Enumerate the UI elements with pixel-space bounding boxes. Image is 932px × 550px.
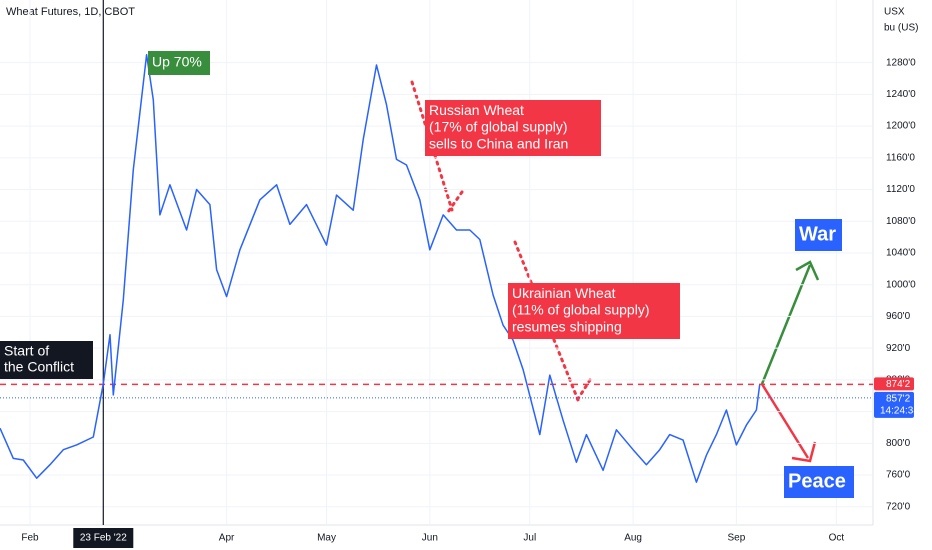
price-tag-label: 874'2 [886, 379, 911, 390]
x-tick-label: May [317, 533, 336, 544]
annotation-text: War [799, 223, 836, 245]
x-tick-label: Jul [523, 533, 536, 544]
annotation-box [784, 466, 854, 498]
y-tick-label: 1040'0 [886, 248, 916, 259]
annotation-box [0, 341, 93, 379]
annotation-text: Start of [4, 343, 49, 359]
event-date-label: 23 Feb '22 [80, 533, 127, 544]
dotted-line [574, 378, 592, 404]
y-tick-label: 720'0 [886, 501, 911, 512]
arrow-head [795, 260, 820, 281]
unit-label: USX [884, 7, 905, 18]
arrow-line [760, 383, 810, 459]
annotation-text: sells to China and Iran [429, 135, 568, 151]
annotation-box [508, 283, 680, 339]
y-tick-label: 960'0 [886, 311, 911, 322]
arrow-head [791, 441, 817, 463]
y-tick-label: 760'0 [886, 470, 911, 481]
y-tick-label: 1080'0 [886, 216, 916, 227]
price-tag [874, 391, 914, 418]
chart-title: Wheat Futures, 1D, CBOT [6, 6, 135, 18]
annotation-text: Ukrainian Wheat [512, 285, 616, 301]
annotation-box [425, 100, 601, 156]
x-tick-label: Aug [624, 533, 642, 544]
annotation-text: the Conflict [4, 359, 74, 375]
y-tick-label: 1240'0 [886, 89, 916, 100]
annotation-text: Russian Wheat [429, 102, 524, 118]
price-tag [874, 377, 914, 391]
x-tick-label: Feb [21, 533, 39, 544]
x-tick-label: Jun [422, 533, 438, 544]
annotation-box [795, 219, 842, 251]
unit-label: bu (US) [884, 23, 918, 34]
x-tick-label: Oct [829, 533, 845, 544]
price-line-series [0, 53, 761, 483]
y-tick-label: 1120'0 [886, 184, 915, 195]
y-tick-label: 1200'0 [886, 121, 916, 132]
annotation-text: Peace [788, 470, 846, 492]
y-tick-label: 800'0 [886, 438, 911, 449]
annotation-text: (11% of global supply) [512, 302, 649, 318]
peace-arrow [760, 383, 817, 463]
y-tick-label: 1280'0 [886, 57, 916, 68]
annotation-box [148, 51, 210, 75]
annotation-text: Up 70% [152, 54, 202, 70]
annotation-text: resumes shipping [512, 318, 622, 334]
price-tag-label: 857'2 [886, 394, 911, 405]
y-tick-label: 1000'0 [886, 279, 916, 290]
event-date-box [73, 528, 134, 548]
y-tick-label: 920'0 [886, 343, 911, 354]
y-tick-label: 1160'0 [886, 152, 915, 163]
dotted-line [410, 80, 454, 212]
annotation-text: (17% of global supply) [429, 119, 568, 135]
x-tick-label: Apr [219, 533, 235, 544]
countdown-label: 14:24:38 [880, 406, 919, 417]
x-tick-label: Sep [727, 533, 745, 544]
dotted-line [446, 190, 464, 214]
